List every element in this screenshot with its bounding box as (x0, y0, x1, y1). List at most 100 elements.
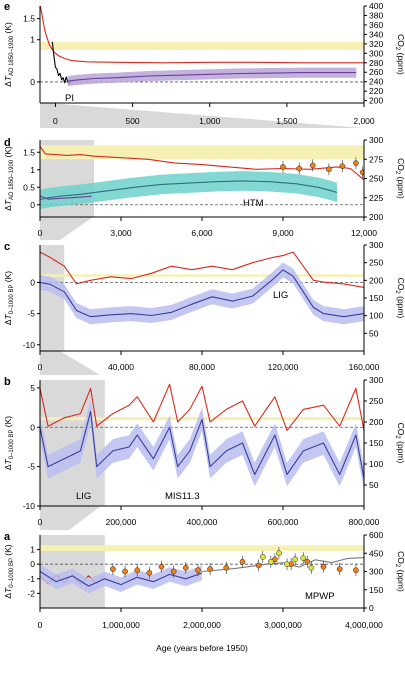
data-point (359, 169, 364, 176)
series-line (40, 180, 338, 201)
plot-area (40, 380, 364, 506)
data-point (276, 550, 282, 557)
x-tick-label: 0 (38, 620, 43, 630)
data-point (170, 568, 177, 575)
zoom-connector (40, 506, 101, 530)
y-label-delta: Δ (3, 593, 13, 599)
y-tick-label: 0 (30, 422, 35, 432)
y2-tick-label: 200 (369, 417, 383, 427)
y-label-t: T (3, 587, 13, 593)
data-point (158, 563, 165, 570)
zoom-region (40, 245, 65, 351)
y-label-delta: Δ (3, 319, 13, 325)
y2-tick-label: 300 (369, 240, 383, 250)
y2-label-co: CO (396, 423, 405, 436)
data-point (309, 162, 316, 169)
annotation: MPWP (305, 591, 335, 602)
y-tick-label: -10 (23, 501, 36, 511)
y2-label-unit: (ppm) (396, 50, 405, 75)
y2-label-sub: 2 (394, 47, 400, 51)
x-tick-label: 4,000,000 (345, 620, 383, 630)
y2-tick-label: 250 (369, 258, 383, 268)
y-tick-label: 0 (30, 277, 35, 287)
y2-tick-label: 150 (369, 293, 383, 303)
series-line (40, 195, 92, 200)
y2-label-co: CO (396, 158, 405, 171)
series-line (40, 383, 364, 431)
y2-label-sub: 2 (394, 171, 400, 175)
x-tick-label: 12,000 (351, 228, 377, 238)
panel-letter: c (4, 241, 10, 253)
y2-label-unit: (ppm) (396, 294, 405, 319)
data-point (326, 166, 332, 173)
y-tick-label: 1 (30, 35, 35, 45)
x-tick-label: 600,000 (268, 517, 299, 527)
annotation: LIG (76, 491, 91, 502)
y-axis-label: ΔT0–1000 BP (K) (3, 416, 15, 470)
y-label-t: T (3, 458, 13, 464)
x-tick-label: 1,500 (276, 116, 298, 126)
panel-letter: a (4, 531, 11, 543)
data-point (320, 563, 327, 570)
data-point (146, 569, 153, 576)
series-line (40, 251, 364, 288)
uncertainty-band (40, 262, 364, 325)
y2-tick-label: 280 (369, 58, 383, 68)
y-label-sub: 0–1000 BP (9, 430, 15, 460)
series-line (40, 269, 364, 318)
y2-tick-label: 250 (369, 174, 383, 184)
y2-tick-label: 260 (369, 67, 383, 77)
data-point (304, 558, 311, 565)
y2-axis-label: CO2 (ppm) (394, 158, 405, 199)
y2-tick-label: 200 (369, 275, 383, 285)
plot-area (40, 245, 364, 351)
x-tick-label: 0 (53, 116, 58, 126)
panel-b: 0 200,000 400,000 600,000 800,000 -10 -5 0 5 50 10… (3, 375, 405, 527)
x-tick-label: 3,000,000 (264, 620, 302, 630)
y2-tick-label: 250 (369, 396, 383, 406)
target-band (40, 41, 364, 51)
data-point (284, 561, 290, 568)
y2-tick-label: 100 (369, 311, 383, 321)
y2-tick-label: 240 (369, 77, 383, 87)
y-label-unit: (K) (3, 544, 13, 558)
uncertainty-band (40, 399, 364, 491)
x-tick-label: 6,000 (191, 228, 213, 238)
y-tick-label: 0.5 (23, 182, 35, 192)
y-tick-label: 5 (30, 383, 35, 393)
y-axis-label: ΔT0–1000 BP (K) (3, 544, 15, 598)
y2-tick-label: 50 (369, 328, 379, 338)
zoom-connector (40, 217, 93, 240)
target-band (40, 145, 364, 160)
data-point (134, 567, 141, 574)
data-point (122, 568, 128, 575)
series-line (201, 557, 364, 573)
y2-label-sub: 2 (394, 564, 400, 568)
y-label-sub: AD 1850–1900 (9, 35, 15, 76)
x-tick-label: 1,000 (199, 116, 221, 126)
y2-tick-label: 400 (369, 1, 383, 11)
series-line (67, 72, 357, 82)
plot-area (40, 6, 364, 87)
y2-tick-label: 300 (369, 135, 383, 145)
annotation: PI (65, 93, 74, 104)
annotation: HTM (243, 198, 264, 209)
y-tick-label: -1 (27, 574, 35, 584)
annotation: MIS11.3 (165, 491, 200, 502)
y2-tick-label: 200 (369, 212, 383, 222)
plot-area (40, 535, 364, 608)
x-axis-label: Age (years before 1950) (156, 643, 248, 653)
y-label-sub: AD 1850–1900 (9, 159, 15, 200)
y2-tick-label: 360 (369, 20, 383, 30)
data-point (339, 163, 346, 170)
series-line (40, 410, 364, 479)
y-label-unit: (K) (3, 146, 13, 160)
y2-tick-label: 300 (369, 567, 383, 577)
y2-tick-label: 380 (369, 10, 383, 20)
y-label-delta: Δ (3, 81, 13, 87)
y-axis-label: ΔTAD 1850–1900 (K) (3, 146, 15, 211)
data-point (207, 566, 213, 572)
y-label-unit: (K) (3, 22, 13, 36)
x-tick-label: 1,000,000 (102, 620, 140, 630)
y-tick-label: 1.5 (23, 14, 35, 24)
